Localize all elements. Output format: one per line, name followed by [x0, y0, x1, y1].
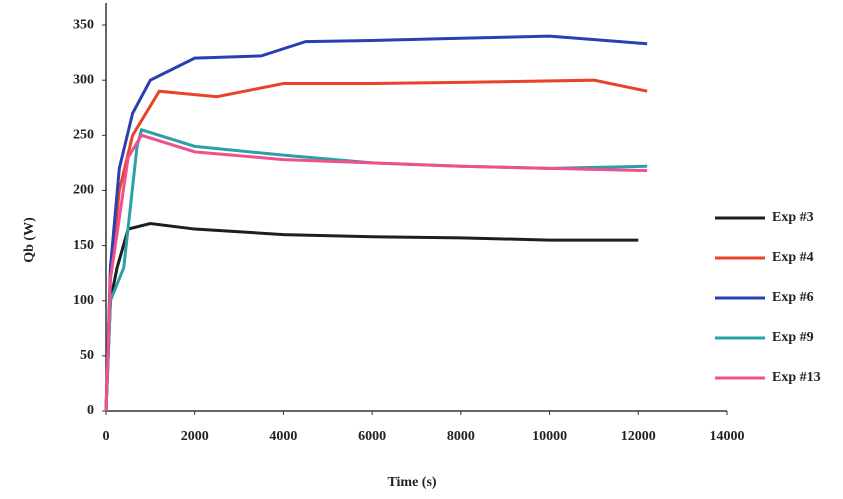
x-tick-label: 6000	[358, 429, 386, 444]
x-tick-label: 10000	[532, 429, 567, 444]
y-tick-label: 100	[73, 293, 94, 308]
data-line	[104, 34, 648, 412]
y-tick-label: 250	[73, 128, 94, 143]
data-line	[104, 133, 648, 412]
x-tick-label: 14000	[710, 429, 745, 444]
legend-label: Exp #6	[772, 290, 814, 305]
y-tick-label: 350	[73, 17, 94, 32]
data-line	[104, 222, 639, 412]
data-line	[104, 78, 648, 412]
x-tick-label: 4000	[269, 429, 297, 444]
y-tick-label: 0	[87, 403, 94, 418]
y-tick-label: 50	[80, 348, 94, 363]
data-line	[104, 127, 648, 412]
legend-label: Exp #13	[772, 370, 821, 385]
legend-label: Exp #9	[772, 330, 814, 345]
x-tick-label: 2000	[181, 429, 209, 444]
x-axis-title: Time (s)	[387, 475, 436, 490]
y-tick-label: 300	[73, 72, 94, 87]
x-tick-label: 0	[103, 429, 110, 444]
x-tick-label: 12000	[621, 429, 656, 444]
y-tick-label: 150	[73, 238, 94, 253]
x-tick-label: 8000	[447, 429, 475, 444]
legend-label: Exp #3	[772, 210, 814, 225]
legend-label: Exp #4	[772, 250, 814, 265]
y-tick-label: 200	[73, 183, 94, 198]
y-axis-title: Qb (W)	[22, 217, 37, 263]
